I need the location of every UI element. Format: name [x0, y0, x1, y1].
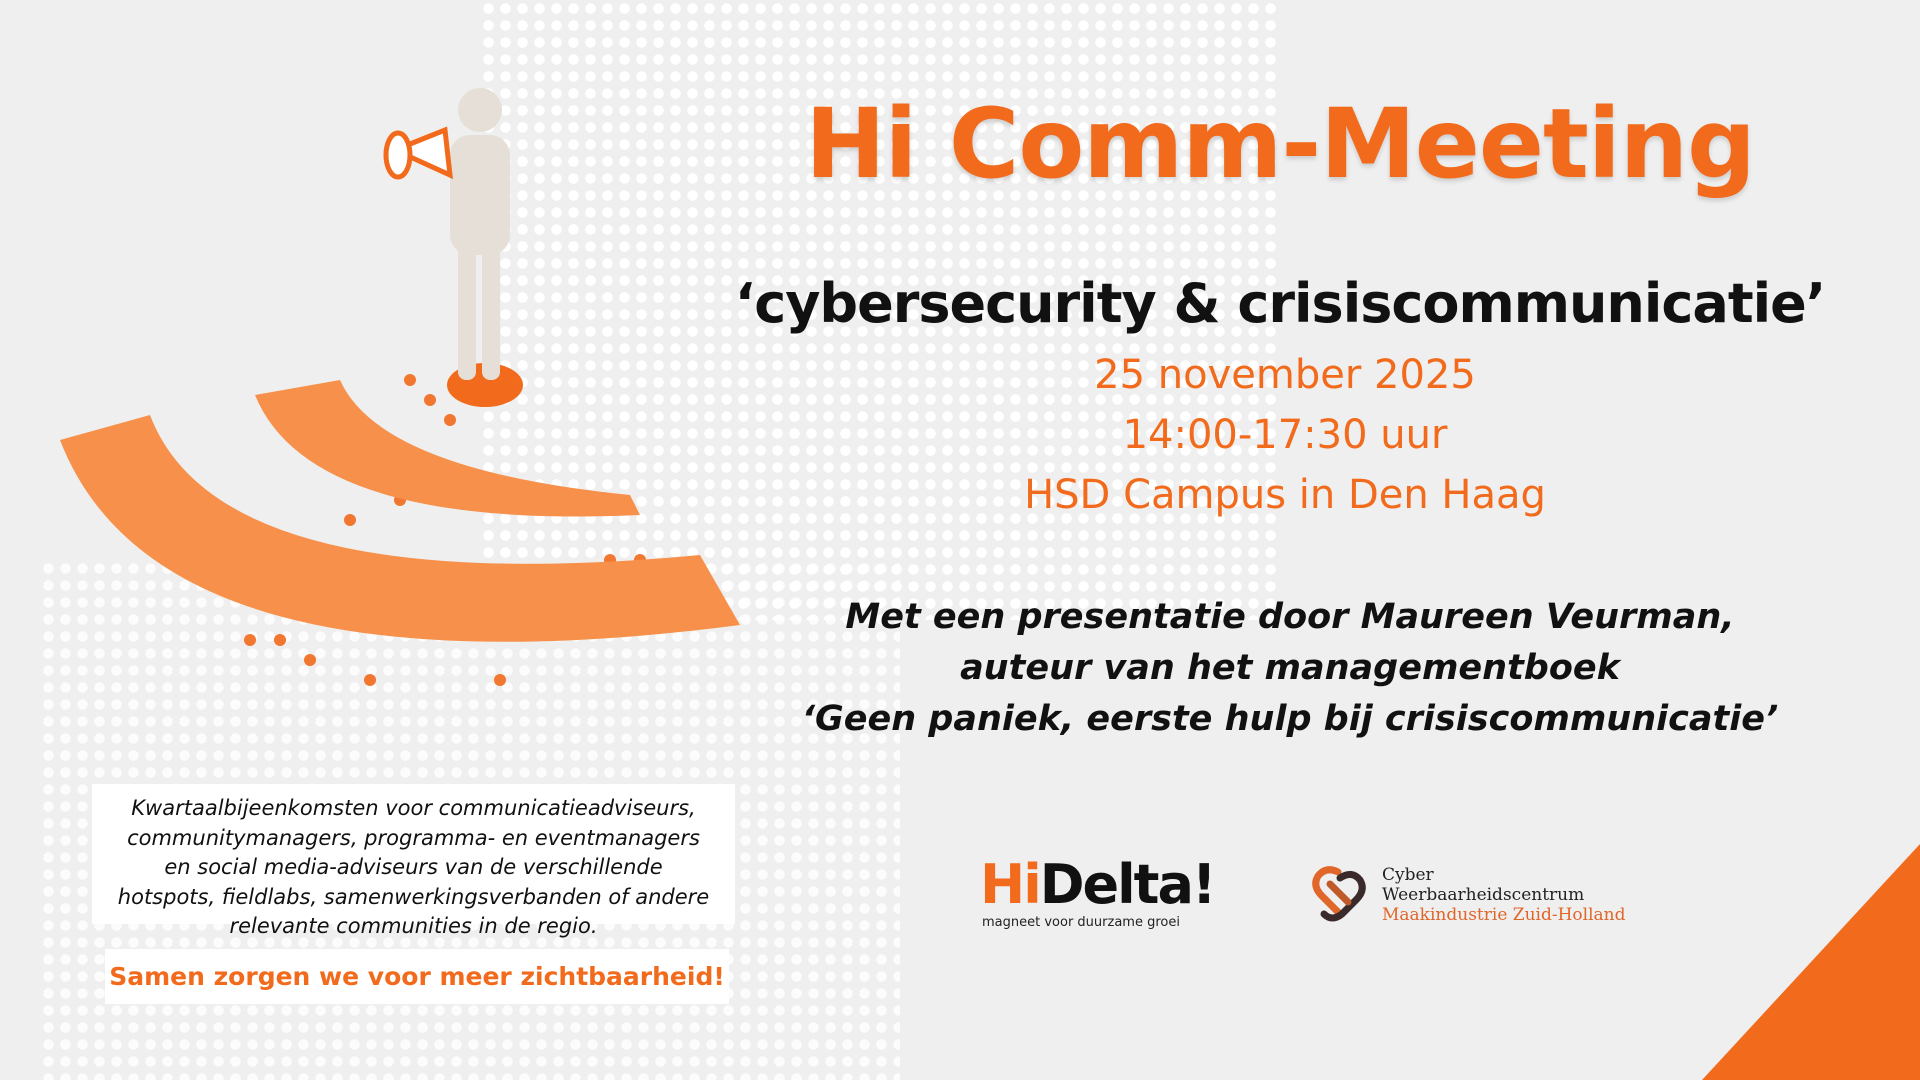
cyber-line-2: Weerbaarheidscentrum	[1382, 885, 1585, 905]
inner-arc	[255, 380, 640, 517]
event-subtitle: ‘cybersecurity & crisiscommunicatie’	[734, 272, 1827, 335]
intro-line: hotspots, fieldlabs, samenwerkingsverban…	[117, 884, 710, 909]
intro-line: communitymanagers, programma- en eventma…	[127, 825, 700, 850]
intro-line: en social media-adviseurs van de verschi…	[164, 855, 663, 879]
hidelta-logo: HiDelta! magneet voor duurzame groei	[980, 853, 1217, 931]
hidelta-delta: Delta!	[1039, 853, 1217, 916]
hidelta-tagline: magneet voor duurzame groei	[982, 915, 1180, 930]
person-figure	[450, 88, 510, 380]
page-title: Hi Comm-Meeting	[805, 88, 1756, 200]
cyber-line-3: Maakindustrie Zuid-Holland	[1382, 905, 1626, 925]
dotted-map-background	[480, 0, 1280, 620]
hidelta-hi: Hi	[980, 853, 1042, 916]
corner-triangle	[1702, 844, 1920, 1080]
cyber-line-1: Cyber	[1382, 865, 1434, 885]
event-location: HSD Campus in Den Haag	[1024, 472, 1546, 518]
presentation-line: Met een presentatie door Maureen Veurman…	[845, 597, 1735, 637]
presentation-info: Met een presentatie door Maureen Veurman…	[760, 592, 1820, 745]
chain-link-icon	[1312, 866, 1366, 922]
intro-line: relevante communities in de regio.	[229, 914, 598, 938]
megaphone	[388, 126, 453, 180]
intro-box: Kwartaalbijeenkomsten voor communicatiea…	[92, 784, 735, 938]
event-date: 25 november 2025	[1094, 352, 1476, 398]
tagline: Samen zorgen we voor meer zichtbaarheid!	[105, 949, 729, 1004]
cyber-weerbaarheidscentrum-logo: Cyber Weerbaarheidscentrum Maakindustrie…	[1308, 864, 1626, 926]
event-time: 14:00-17:30 uur	[1122, 412, 1448, 458]
presentation-line: ‘Geen paniek, eerste hulp bij crisiscomm…	[801, 699, 1779, 739]
megaphone-illustration	[60, 88, 740, 686]
intro-line: Kwartaalbijeenkomsten voor communicatiea…	[131, 796, 696, 820]
outer-arc	[60, 415, 740, 642]
presentation-line: auteur van het managementboek	[960, 648, 1620, 688]
